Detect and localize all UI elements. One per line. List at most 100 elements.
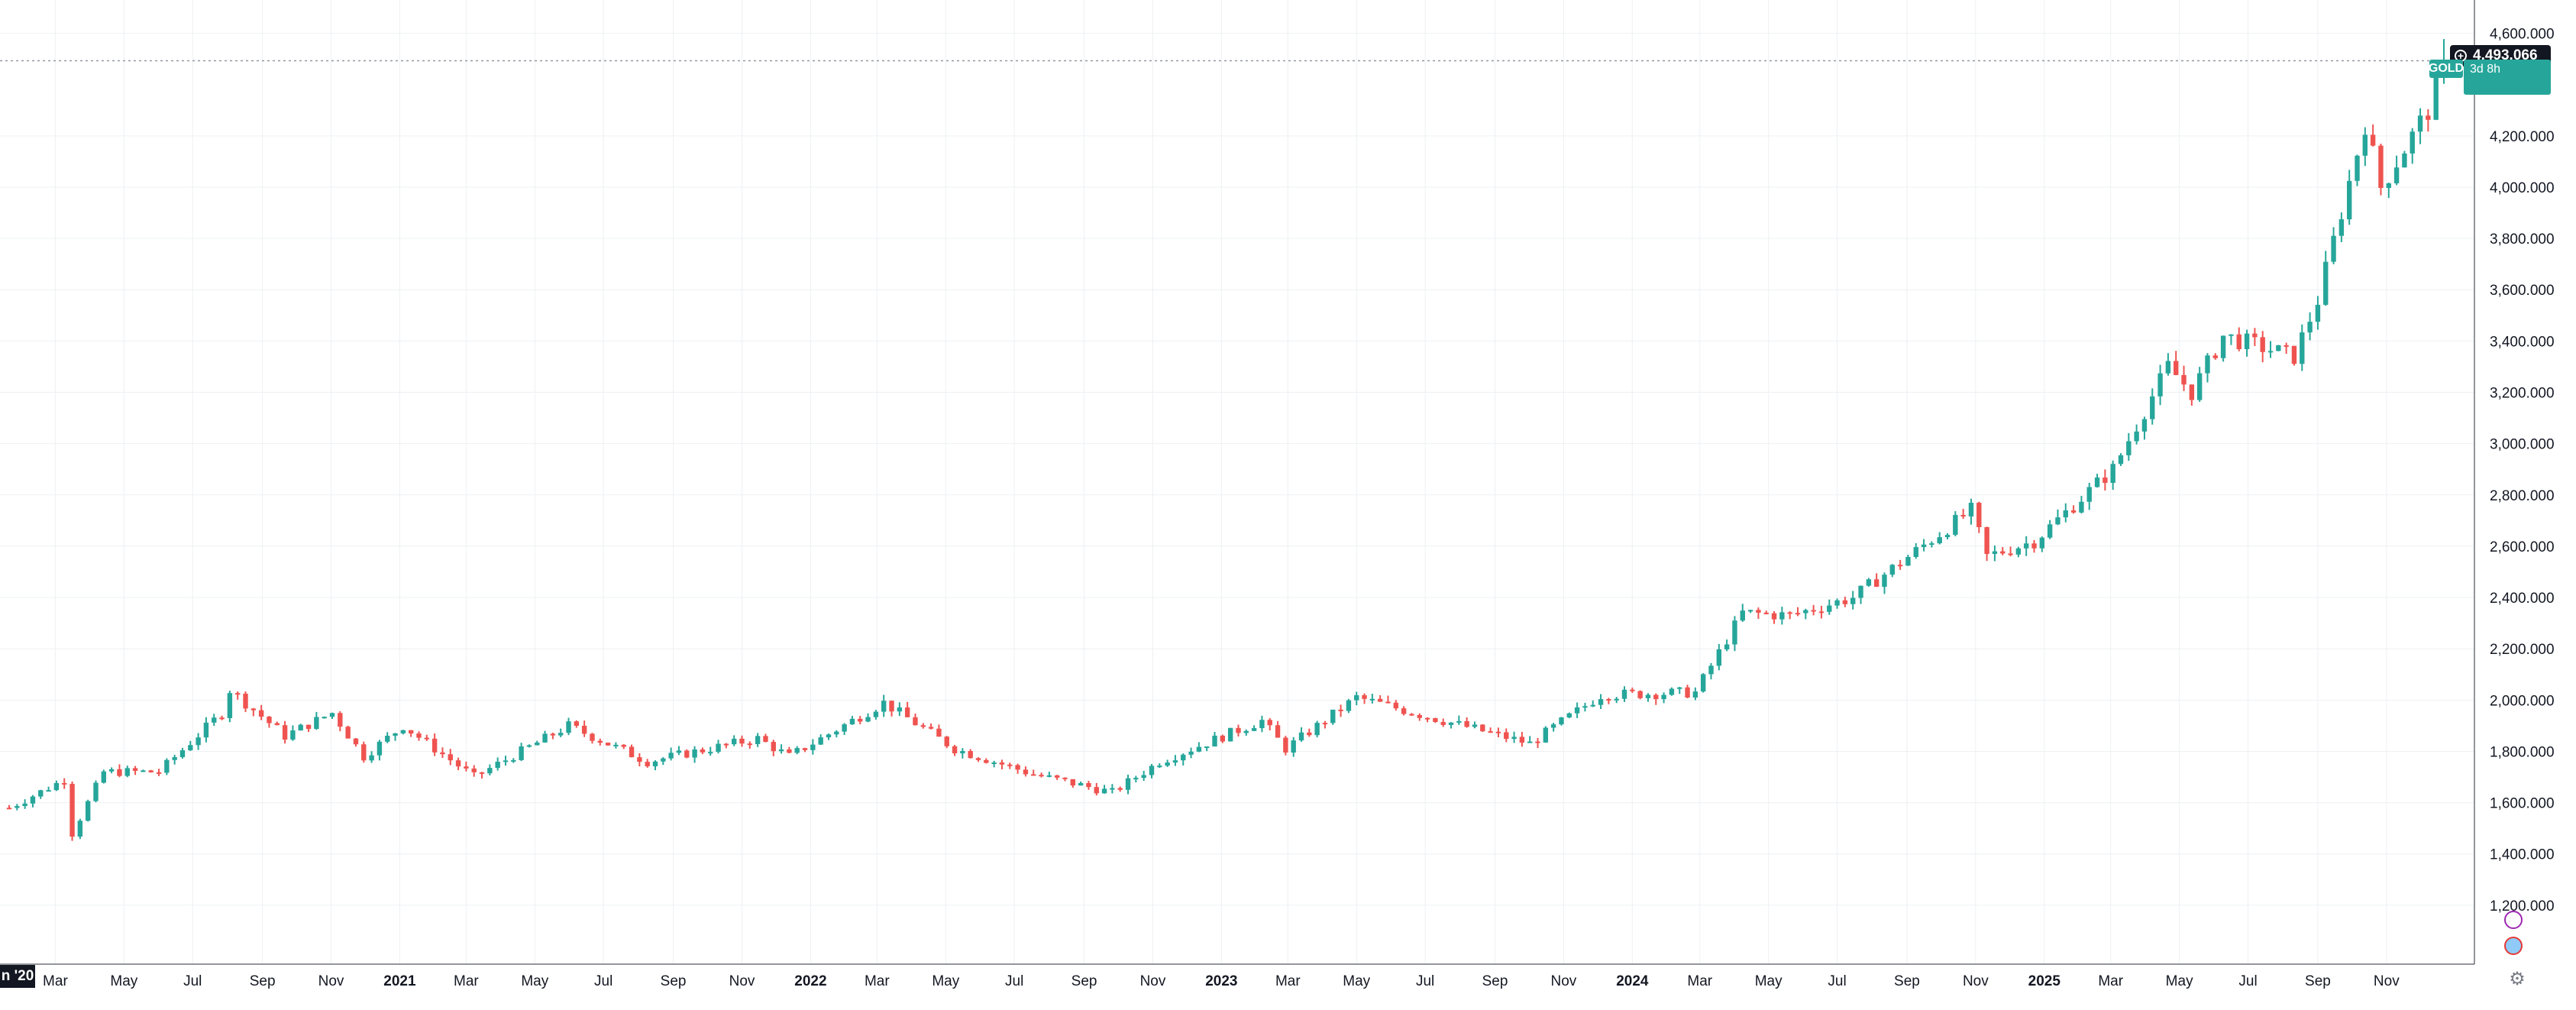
candle-body [2393, 167, 2400, 183]
candle-body [431, 738, 438, 753]
candle-body [2055, 517, 2060, 525]
candle-body [1448, 722, 1454, 725]
event-flag-icon[interactable] [2504, 937, 2523, 955]
candle-body [637, 757, 642, 762]
candle-body [597, 740, 603, 743]
candle-body [1015, 765, 1020, 770]
candle-body [834, 731, 839, 735]
candle-body [6, 808, 12, 810]
candle-body [2300, 332, 2305, 364]
candle-body [1873, 579, 1879, 588]
candle-body [2031, 543, 2037, 549]
candle-body [2165, 361, 2171, 374]
x-tick-label: Mar [1275, 973, 1301, 989]
candle-body [1566, 713, 1572, 718]
candle-body [692, 749, 697, 758]
candle-body [2410, 131, 2415, 154]
candle-body [267, 717, 272, 724]
candle-body [46, 790, 51, 792]
candle-body [1827, 605, 1832, 612]
candle-body [1771, 613, 1777, 620]
candle-body [1543, 727, 1549, 743]
y-tick-label: 4,000.000 [2490, 180, 2555, 196]
candle-body [1086, 782, 1091, 788]
candle-body [1298, 732, 1304, 741]
x-tick-label: Nov [1140, 973, 1166, 989]
candle-body [1606, 699, 1611, 701]
x-tick-label: Jul [2238, 973, 2257, 989]
candle-body [566, 721, 571, 733]
candle-body [2417, 115, 2423, 132]
candle-body [69, 783, 75, 837]
candle-body [1346, 700, 1352, 711]
candle-body [1338, 709, 1343, 711]
candle-body [85, 801, 91, 821]
candle-body [1149, 766, 1155, 775]
candle-body [1031, 774, 1036, 776]
candle-body [763, 736, 768, 743]
candle-body [503, 760, 509, 762]
candle-body [574, 721, 580, 726]
candle-body [243, 694, 248, 709]
candle-body [2189, 384, 2195, 400]
candle-body [1291, 740, 1296, 753]
x-tick-label: Jul [183, 973, 202, 989]
candle-body [1172, 760, 1178, 763]
candle-body [1101, 788, 1107, 794]
candle-body [1598, 699, 1604, 705]
candle-body [2079, 501, 2084, 513]
candle-body [731, 738, 737, 745]
candle-body [1267, 720, 1272, 726]
candle-body [2338, 219, 2345, 236]
candle-body [188, 745, 193, 751]
candle-body [960, 751, 965, 754]
settings-gear-icon[interactable]: ⚙ [2509, 968, 2526, 989]
candle-body [535, 742, 540, 746]
candle-body [1212, 735, 1217, 747]
candle-body [1889, 565, 1895, 575]
candle-body [1362, 694, 1367, 699]
candle-body [2110, 464, 2115, 484]
candle-body [952, 746, 958, 754]
candle-body [1630, 689, 1635, 691]
x-tick-label: May [521, 973, 548, 989]
x-tick-label: 2024 [1616, 973, 1649, 989]
candle-body [1440, 722, 1446, 725]
candle-body [219, 717, 225, 720]
candle-body [1944, 535, 1951, 538]
x-tick-label: 2022 [794, 973, 826, 989]
candle-body [1110, 788, 1115, 790]
candle-body [1519, 736, 1525, 743]
candle-body [1188, 751, 1194, 755]
candle-body [1511, 736, 1517, 740]
candle-body [1708, 665, 1714, 675]
candle-body [455, 760, 461, 767]
candle-body [1141, 775, 1146, 779]
candle-body [1165, 762, 1170, 766]
x-tick-label: Sep [661, 973, 687, 989]
candle-body [1953, 514, 1958, 536]
x-tick-label: May [1755, 973, 1783, 989]
candle-body [290, 730, 296, 740]
candle-body [385, 736, 390, 742]
candle-body [2023, 543, 2029, 549]
candle-body [314, 717, 319, 730]
candle-body [471, 768, 477, 772]
candle-body [1236, 727, 1241, 733]
candle-body [212, 717, 217, 723]
candle-body [913, 717, 918, 726]
candle-body [904, 707, 910, 717]
candle-body [369, 755, 374, 761]
event-lightning-icon[interactable] [2504, 911, 2523, 929]
candle-body [179, 750, 186, 758]
candle-body [778, 749, 784, 752]
candle-body [613, 744, 619, 746]
candle-body [1409, 714, 1414, 716]
candle-body [1882, 575, 1887, 588]
candle-body [148, 770, 154, 772]
candle-body [101, 771, 107, 783]
candle-body [2315, 304, 2321, 322]
candle-body [928, 727, 934, 729]
